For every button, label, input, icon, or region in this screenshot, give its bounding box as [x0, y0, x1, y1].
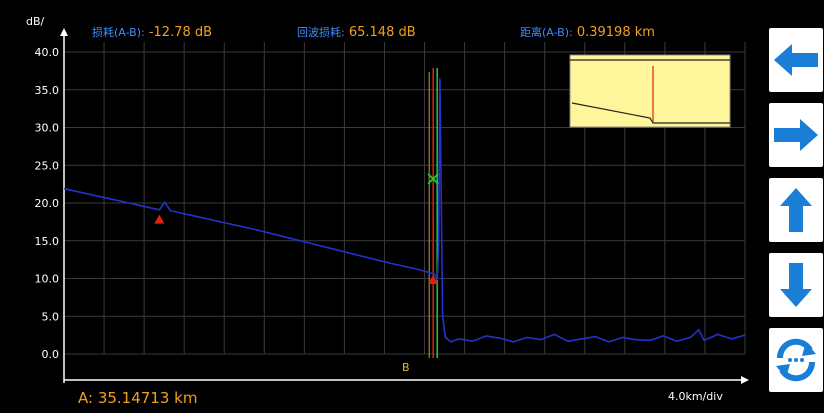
x-scale-label: 4.0km/div	[668, 390, 723, 403]
cursor-b-label: B	[402, 361, 410, 374]
trace-chart[interactable]: 40.0 35.0 30.0 25.0 20.0 15.0 10.0 5.0 0.0	[0, 0, 765, 413]
arrow-up-icon	[780, 188, 812, 232]
refresh-button[interactable]	[769, 328, 823, 392]
overview-trace	[571, 102, 730, 124]
down-arrow-button[interactable]	[769, 253, 823, 317]
y-axis-unit: dB/	[26, 15, 45, 28]
side-button-panel	[765, 0, 824, 413]
cursor-a-distance: A: 35.14713 km	[78, 389, 198, 407]
y-tick-label: 20.0	[35, 197, 60, 210]
y-tick-label: 15.0	[35, 235, 60, 248]
arrow-left-icon	[774, 44, 818, 76]
y-tick-label: 25.0	[35, 159, 60, 172]
trace-line	[63, 78, 746, 343]
distance-readout: 距离(A-B): 0.39198 km	[520, 24, 655, 40]
overview-inset	[569, 54, 731, 128]
x-axis-arrow	[741, 376, 749, 384]
return-loss-label: 回波损耗:	[297, 26, 345, 39]
loss-readout: 损耗(A-B): -12.78 dB	[92, 24, 212, 40]
y-tick-label: 40.0	[35, 46, 60, 59]
right-arrow-button[interactable]	[769, 103, 823, 167]
event-marker-triangle	[154, 214, 165, 224]
arrow-down-icon	[780, 263, 812, 307]
y-axis-arrow	[60, 28, 68, 36]
event-marker-cross	[427, 173, 439, 185]
return-loss-value: 65.148 dB	[348, 25, 416, 40]
distance-value: 0.39198 km	[576, 25, 655, 40]
y-tick-label: 30.0	[35, 122, 60, 135]
arrow-right-icon	[774, 119, 818, 151]
y-tick-label: 5.0	[42, 310, 60, 323]
y-tick-label: 10.0	[35, 273, 60, 286]
refresh-icon	[776, 338, 816, 382]
left-arrow-button[interactable]	[769, 28, 823, 92]
up-arrow-button[interactable]	[769, 178, 823, 242]
event-marker-triangle	[428, 275, 439, 285]
loss-label: 损耗(A-B):	[92, 26, 145, 39]
loss-value: -12.78 dB	[148, 25, 213, 40]
distance-label: 距离(A-B):	[520, 26, 573, 39]
y-tick-label: 0.0	[42, 348, 60, 361]
y-tick-label: 35.0	[35, 84, 60, 97]
return-loss-readout: 回波损耗: 65.148 dB	[297, 24, 416, 40]
